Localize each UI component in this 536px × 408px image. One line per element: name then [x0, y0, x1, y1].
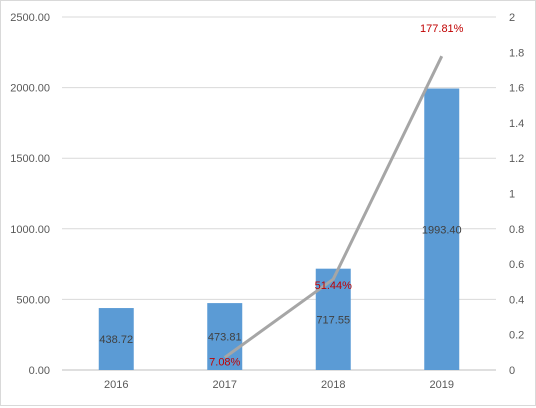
bar — [207, 303, 243, 370]
gridlines — [62, 16, 496, 371]
bar-data-label: 438.72 — [99, 334, 133, 346]
right-axis-tick-label: 1.8 — [509, 47, 524, 59]
axis-labels: 0.00 500.00 1000.00 1500.00 2000.00 2500.00 0 0… — [10, 12, 524, 391]
right-axis-tick-label: 0.4 — [509, 294, 524, 306]
bar-data-label: 473.81 — [208, 332, 242, 344]
right-axis-tick-label: 0.6 — [509, 259, 524, 271]
left-axis-tick-label: 0.00 — [29, 365, 50, 377]
x-axis-tick-label: 2019 — [430, 379, 454, 391]
bar — [424, 88, 460, 370]
left-axis-tick-label: 2500.00 — [10, 12, 50, 24]
line-path — [223, 55, 444, 359]
left-axis-tick-label: 2000.00 — [10, 83, 50, 95]
right-axis-tick-label: 1.2 — [509, 153, 524, 165]
left-axis-tick-label: 1000.00 — [10, 224, 50, 236]
right-axis-tick-label: 0.2 — [509, 330, 524, 342]
x-axis-tick-label: 2017 — [213, 379, 237, 391]
bar-series — [98, 88, 460, 370]
bar-data-label: 717.55 — [316, 314, 350, 326]
x-axis-tick-label: 2016 — [104, 379, 128, 391]
right-axis-tick-label: 1.4 — [509, 118, 524, 130]
right-axis-tick-label: 2 — [509, 12, 515, 24]
left-axis-tick-label: 500.00 — [16, 294, 50, 306]
line-data-label: 7.08% — [209, 357, 240, 369]
bar — [98, 308, 134, 370]
right-axis-tick-label: 1.6 — [509, 83, 524, 95]
line-series — [223, 55, 444, 359]
x-axis-tick-label: 2018 — [321, 379, 345, 391]
right-axis-tick-label: 0.8 — [509, 224, 524, 236]
bar — [315, 268, 351, 370]
line-data-label: 51.44% — [315, 280, 353, 292]
left-axis-tick-label: 1500.00 — [10, 153, 50, 165]
line-data-label: 177.81% — [420, 23, 464, 35]
right-axis-tick-label: 0 — [509, 365, 515, 377]
bar-data-label: 1993.40 — [422, 224, 462, 236]
data-labels: 438.72 473.81 717.55 1993.40 7.08% 51.44% 177.… — [99, 23, 463, 368]
right-axis-tick-label: 1 — [509, 189, 515, 201]
